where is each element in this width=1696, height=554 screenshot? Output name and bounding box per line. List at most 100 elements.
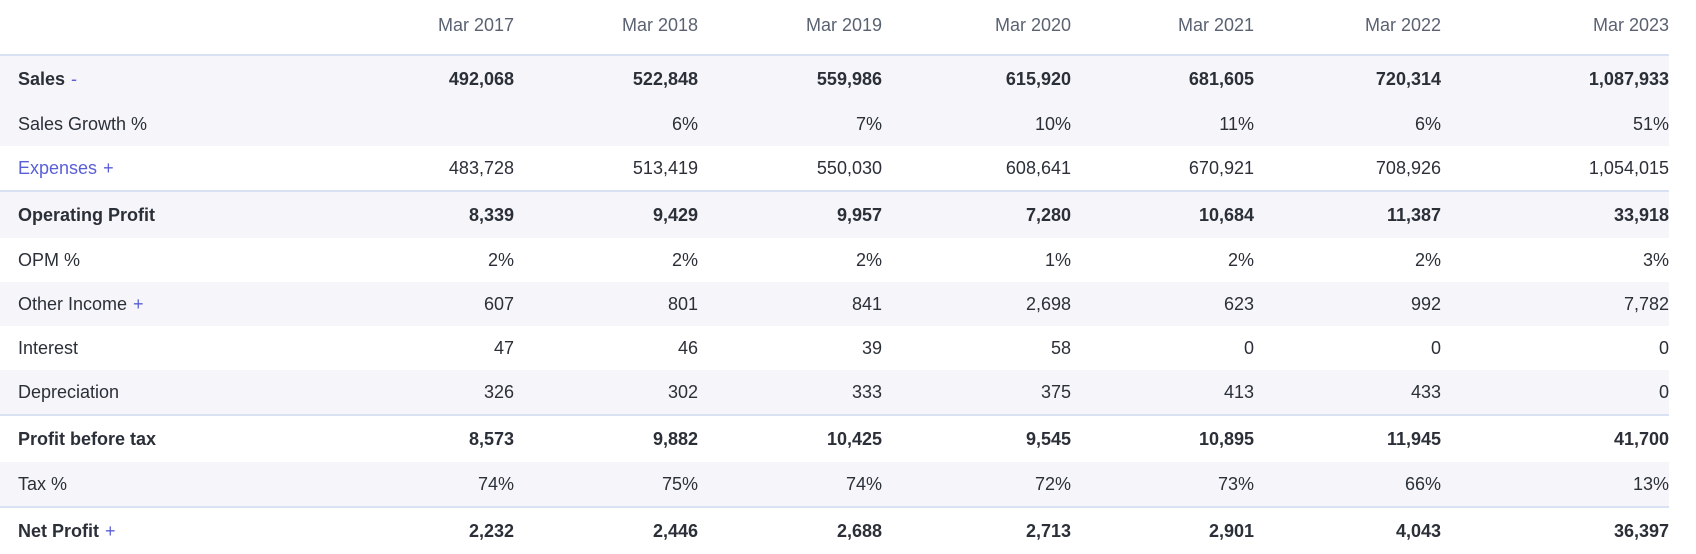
year-header: Mar 2021 (1071, 0, 1254, 56)
header-label-cell (0, 0, 350, 56)
value-cell: 58 (1050, 337, 1071, 358)
year-header: Mar 2020 (882, 0, 1071, 56)
year-header: Mar 2018 (514, 0, 698, 56)
value-cell: 559,986 (698, 55, 882, 102)
year-header: Mar 2019 (698, 0, 882, 56)
value-cell: 522,848 (514, 55, 698, 102)
value-cell: 333 (698, 370, 882, 415)
value-cell: 2,232 (350, 506, 514, 554)
value-cell: 0 (1430, 337, 1441, 358)
value-cell: 483,728 (448, 157, 514, 178)
value-cell: 0 (1658, 337, 1669, 358)
value-cell: 2,698 (882, 282, 1071, 326)
row-label: Profit before tax (0, 414, 350, 462)
row-tax: Tax % 74% 75% 74% 72% 73% 66% 13% (0, 462, 1669, 507)
value-cell: 681,605 (1071, 55, 1254, 102)
value-cell: 2,688 (698, 506, 882, 554)
value-cell: 2% (1414, 249, 1441, 270)
row-operating-profit: Operating Profit 8,339 9,429 9,957 7,280… (0, 190, 1669, 238)
value-cell: 13% (1441, 462, 1669, 507)
row-label-text[interactable]: Expenses (18, 157, 98, 178)
value-cell: 74% (698, 462, 882, 507)
row-label[interactable]: Net Profit + (0, 506, 350, 554)
value-cell: 433 (1254, 370, 1441, 415)
row-depreciation: Depreciation 326 302 333 375 413 433 0 (0, 370, 1669, 415)
value-cell: 0 (1441, 370, 1669, 415)
value-cell: 1,087,933 (1441, 55, 1669, 102)
value-cell: 375 (882, 370, 1071, 415)
row-profit-before-tax: Profit before tax 8,573 9,882 10,425 9,5… (0, 414, 1669, 462)
row-sales-growth: Sales Growth % 6% 7% 10% 11% 6% 51% (0, 102, 1669, 146)
value-cell: 615,920 (882, 55, 1071, 102)
value-cell: 66% (1254, 462, 1441, 507)
value-cell: 8,573 (350, 414, 514, 462)
value-cell: 2% (671, 249, 698, 270)
value-cell: 10,425 (698, 414, 882, 462)
value-cell: 3% (1642, 249, 1669, 270)
value-cell: 4,043 (1254, 506, 1441, 554)
value-cell: 75% (514, 462, 698, 507)
value-cell: 7,782 (1441, 282, 1669, 326)
value-cell: 33,918 (1441, 190, 1669, 238)
value-cell: 10% (882, 102, 1071, 146)
value-cell: 670,921 (1188, 157, 1254, 178)
row-label: Depreciation (0, 370, 350, 415)
year-header: Mar 2023 (1441, 0, 1669, 56)
row-sales: Sales - 492,068 522,848 559,986 615,920 6… (0, 55, 1669, 102)
value-cell: 2,713 (882, 506, 1071, 554)
value-cell: 2% (487, 249, 514, 270)
value-cell: 9,957 (698, 190, 882, 238)
value-cell: 47 (493, 337, 514, 358)
row-interest: Interest 47 46 39 58 0 0 0 (0, 326, 1669, 370)
value-cell: 1,054,015 (1588, 157, 1669, 178)
year-header: Mar 2017 (350, 0, 514, 56)
row-opm: OPM % 2% 2% 2% 1% 2% 2% 3% (0, 238, 1669, 282)
value-cell: 9,545 (882, 414, 1071, 462)
expand-toggle[interactable]: + (103, 157, 114, 178)
row-label[interactable]: Sales - (0, 55, 350, 102)
value-cell: 2,446 (514, 506, 698, 554)
expand-toggle[interactable]: + (105, 520, 116, 541)
value-cell: 0 (1243, 337, 1254, 358)
row-label: Interest (18, 337, 79, 358)
row-other-income: Other Income + 607 801 841 2,698 623 992 … (0, 282, 1669, 326)
value-cell: 2% (855, 249, 882, 270)
row-label[interactable]: Other Income + (0, 282, 350, 326)
value-cell: 550,030 (816, 157, 882, 178)
row-label-text: Sales (18, 68, 66, 89)
row-label-text: Other Income (18, 293, 128, 314)
value-cell: 41,700 (1441, 414, 1669, 462)
year-header: Mar 2022 (1254, 0, 1441, 56)
value-cell: 608,641 (1005, 157, 1071, 178)
value-cell: 11,945 (1254, 414, 1441, 462)
row-label: Operating Profit (0, 190, 350, 238)
value-cell: 7,280 (882, 190, 1071, 238)
row-expenses: Expenses + 483,728 513,419 550,030 608,64… (0, 146, 1669, 191)
row-label: OPM % (18, 249, 81, 270)
value-cell: 11% (1071, 102, 1254, 146)
value-cell: 841 (698, 282, 882, 326)
value-cell: 302 (514, 370, 698, 415)
value-cell: 9,882 (514, 414, 698, 462)
collapse-toggle[interactable]: - (71, 68, 78, 89)
value-cell: 607 (350, 282, 514, 326)
value-cell: 2,901 (1071, 506, 1254, 554)
value-cell: 8,339 (350, 190, 514, 238)
value-cell: 39 (861, 337, 882, 358)
value-cell: 2% (1227, 249, 1254, 270)
row-label: Sales Growth % (0, 102, 350, 146)
value-cell: 46 (677, 337, 698, 358)
value-cell: 51% (1441, 102, 1669, 146)
value-cell: 6% (514, 102, 698, 146)
expand-toggle[interactable]: + (133, 293, 144, 314)
row-label: Tax % (0, 462, 350, 507)
value-cell (350, 102, 514, 146)
value-cell: 513,419 (632, 157, 698, 178)
row-label[interactable]: Expenses + (0, 146, 350, 191)
value-cell: 72% (882, 462, 1071, 507)
value-cell: 492,068 (350, 55, 514, 102)
value-cell: 73% (1071, 462, 1254, 507)
value-cell: 992 (1254, 282, 1441, 326)
value-cell: 11,387 (1254, 190, 1441, 238)
